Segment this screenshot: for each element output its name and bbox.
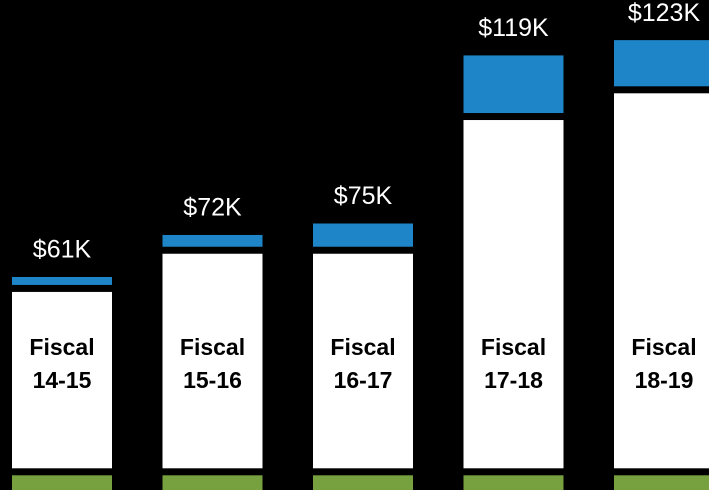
category-label: 18-19 bbox=[635, 367, 694, 393]
bar-segment bbox=[463, 120, 564, 469]
bar-segment bbox=[463, 475, 564, 490]
category-label: Fiscal bbox=[631, 334, 696, 360]
total-label: $72K bbox=[183, 194, 242, 222]
bar-segment bbox=[313, 253, 413, 469]
bar-segment bbox=[162, 253, 263, 469]
category-label: Fiscal bbox=[29, 334, 94, 360]
bar-segment bbox=[162, 234, 263, 247]
bar-segment bbox=[12, 276, 112, 285]
category-label: 17-18 bbox=[484, 367, 543, 393]
bar-segment bbox=[614, 40, 709, 87]
bar-segment bbox=[313, 475, 413, 490]
bar-segment bbox=[614, 93, 709, 469]
category-label: 16-17 bbox=[334, 367, 393, 393]
category-label: 15-16 bbox=[183, 367, 242, 393]
total-label: $75K bbox=[334, 182, 393, 210]
category-label: 14-15 bbox=[33, 367, 92, 393]
total-label: $123K bbox=[628, 0, 701, 27]
bar-segment bbox=[12, 291, 112, 469]
bar-segment bbox=[12, 475, 112, 490]
bar-segment bbox=[614, 475, 709, 490]
category-label: Fiscal bbox=[481, 334, 546, 360]
bar-segment bbox=[313, 223, 413, 247]
category-label: Fiscal bbox=[330, 334, 395, 360]
total-label: $61K bbox=[33, 236, 92, 264]
bar-segment bbox=[162, 475, 263, 490]
bar-segment bbox=[463, 55, 564, 114]
total-label: $119K bbox=[478, 14, 549, 42]
category-label: Fiscal bbox=[180, 334, 245, 360]
